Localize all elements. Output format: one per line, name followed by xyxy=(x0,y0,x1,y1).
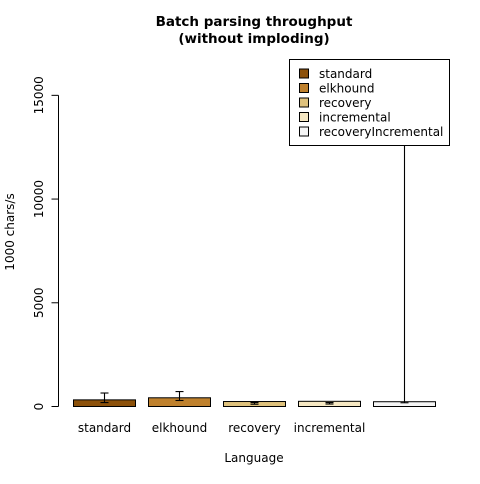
legend-box xyxy=(289,59,450,146)
y-axis: 0 5000 10000 15000 xyxy=(32,76,59,410)
x-tick-label: standard xyxy=(78,421,131,435)
y-axis-label: 1000 chars/s xyxy=(3,193,17,270)
legend-label: recovery xyxy=(319,96,372,110)
chart-subtitle: (without imploding) xyxy=(178,31,329,47)
legend-label: elkhound xyxy=(319,81,374,95)
y-tick-label: 5000 xyxy=(32,288,46,319)
legend-swatch xyxy=(299,97,309,108)
chart-title: Batch parsing throughput xyxy=(156,14,353,30)
legend-label: standard xyxy=(319,67,372,81)
legend-swatch xyxy=(299,112,309,122)
y-tick-label: 0 xyxy=(32,403,46,411)
legend-swatch xyxy=(299,68,309,79)
y-tick-label: 10000 xyxy=(32,180,46,218)
legend-label: recoveryIncremental xyxy=(319,125,443,139)
legend-swatch xyxy=(299,126,309,137)
legend-swatch xyxy=(299,83,309,93)
x-tick-label: recovery xyxy=(228,421,281,435)
legend: standardelkhoundrecoveryincrementalrecov… xyxy=(289,59,450,146)
legend-label: incremental xyxy=(319,110,391,124)
x-axis-label: Language xyxy=(224,451,283,465)
x-tick-label: elkhound xyxy=(152,421,207,435)
y-tick-label: 15000 xyxy=(32,76,46,114)
x-tick-label: incremental xyxy=(294,421,366,435)
x-tick-labels: standard elkhound recovery incremental xyxy=(78,421,365,435)
